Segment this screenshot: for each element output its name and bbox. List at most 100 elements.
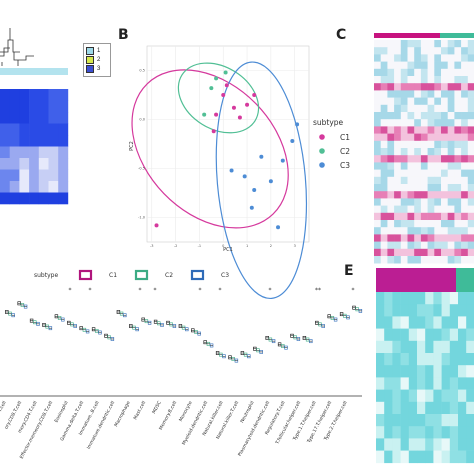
heatmap-c-cell <box>394 234 402 242</box>
heatmap-c-cell <box>434 191 442 199</box>
heatmap-c-cell <box>374 148 381 156</box>
legend-item-1: 1 <box>86 46 108 55</box>
heatmap-c-cell <box>374 54 381 62</box>
heatmap-e-cell <box>425 438 434 451</box>
heatmap-c-cell <box>407 40 415 48</box>
heatmap-c-cell <box>380 76 388 84</box>
x-tick-label: 0 <box>222 244 224 248</box>
heatmap-c-cell <box>394 212 402 221</box>
heatmap-c-cell <box>434 76 442 84</box>
heatmap-c-cell <box>434 220 442 228</box>
heatmap-c-cell <box>434 54 442 62</box>
heatmap-c-cell <box>454 184 462 192</box>
heatmap-c-cell <box>380 176 388 185</box>
significance-mark: * <box>199 287 202 294</box>
heatmap-c-cell <box>374 198 381 206</box>
heatmap-c-cell <box>400 76 408 84</box>
heatmap-c-cell <box>374 47 381 55</box>
heatmap-c-cell <box>380 104 388 113</box>
heatmap-c-cell <box>427 83 435 91</box>
heatmap-c-cell <box>387 220 395 228</box>
scatter-plot-area <box>146 45 310 243</box>
heatmap-c-cell <box>427 212 435 221</box>
x-tick-label: Plasmacytoid.dendritic.cell <box>237 400 271 457</box>
legend-key-c2 <box>319 148 325 154</box>
legend-item-3: 3 <box>86 64 108 73</box>
heatmap-c-cell <box>454 256 462 264</box>
heatmap-a-cell <box>48 169 59 182</box>
heatmap-c-cell <box>447 40 455 48</box>
heatmap-c-cell <box>461 176 469 185</box>
heatmap-c-cell <box>407 162 415 170</box>
heatmap-c-cell <box>414 148 422 156</box>
heatmap-c-cell <box>387 256 395 264</box>
heatmap-a-cell <box>58 112 69 124</box>
heatmap-c-cell <box>387 169 395 178</box>
heatmap-c-cell <box>374 256 381 264</box>
heatmap-c-cell <box>441 97 448 106</box>
heatmap-c-cell <box>461 162 469 170</box>
heatmap-c-cell <box>467 198 474 206</box>
legend-label-1: 1 <box>97 47 101 54</box>
legend-swatch-1 <box>86 46 94 55</box>
heatmap-c-cell <box>380 97 388 106</box>
heatmap-c-cell <box>427 205 435 214</box>
heatmap-c-cell <box>441 126 448 134</box>
heatmap-c-cell <box>394 227 402 235</box>
heatmap-e-cell <box>376 353 385 366</box>
heatmap-c-cell <box>374 83 381 91</box>
heatmap-c-cell <box>394 104 402 113</box>
heatmap-c-cell <box>380 220 388 228</box>
panel-e-heatmap <box>376 268 474 464</box>
scatter-legend: subtype C1 C2 C3 <box>313 118 350 170</box>
heatmap-e-cell <box>441 292 451 305</box>
panel-c-heatmap <box>374 33 474 264</box>
heatmap-e-cell <box>449 316 459 329</box>
heatmap-c-cell <box>374 126 381 134</box>
heatmap-a-cell <box>9 181 20 193</box>
heatmap-c-cell <box>434 169 442 178</box>
heatmap-e-cell <box>417 340 426 354</box>
heatmap-a-cell <box>0 100 10 113</box>
heatmap-e-cell <box>384 340 393 354</box>
heatmap-c-cell <box>434 104 442 113</box>
heatmap-c-cell <box>400 234 408 242</box>
y-tick-label: -0.5 <box>138 167 145 171</box>
heatmap-c-cell <box>420 126 428 134</box>
heatmap-c-cell <box>407 47 415 55</box>
heatmap-c-cell <box>400 176 408 185</box>
heatmap-c-cell <box>387 248 395 257</box>
heatmap-c-cell <box>387 227 395 235</box>
heatmap-a-cell <box>48 89 59 101</box>
heatmap-c-cell <box>461 140 469 149</box>
heatmap-c-cell <box>441 54 448 62</box>
heatmap-c-cell <box>447 54 455 62</box>
heatmap-e-cell <box>417 292 426 305</box>
heatmap-c-cell <box>447 184 455 192</box>
heatmap-c-cell <box>447 169 455 178</box>
heatmap-e-cell <box>441 353 451 366</box>
heatmap-c-cell <box>467 104 474 113</box>
heatmap-c-cell <box>434 162 442 170</box>
heatmap-c-cell <box>414 227 422 235</box>
boxplot-legend-key-c1 <box>78 269 93 281</box>
heatmap-e-cell <box>458 304 467 317</box>
heatmap-c-cell <box>380 40 388 48</box>
heatmap-a-cell <box>58 146 69 159</box>
heatmap-c-cell <box>414 234 422 242</box>
heatmap-a-cell <box>0 123 10 136</box>
heatmap-c-cell <box>394 140 402 149</box>
heatmap-c-cell <box>447 155 455 163</box>
heatmap-e-cell <box>441 340 451 354</box>
ellipse-c1 <box>131 69 289 229</box>
heatmap-c-cell <box>400 148 408 156</box>
heatmap-c-cell <box>420 54 428 62</box>
heatmap-e-cell <box>417 365 426 378</box>
heatmap-c-cell <box>441 227 448 235</box>
significance-mark: * <box>269 287 272 294</box>
heatmap-c-cell <box>427 198 435 206</box>
heatmap-c-cell <box>387 47 395 55</box>
heatmap-e-cell <box>408 340 418 354</box>
heatmap-c-cell <box>420 205 428 214</box>
heatmap-a-cell <box>48 146 59 159</box>
